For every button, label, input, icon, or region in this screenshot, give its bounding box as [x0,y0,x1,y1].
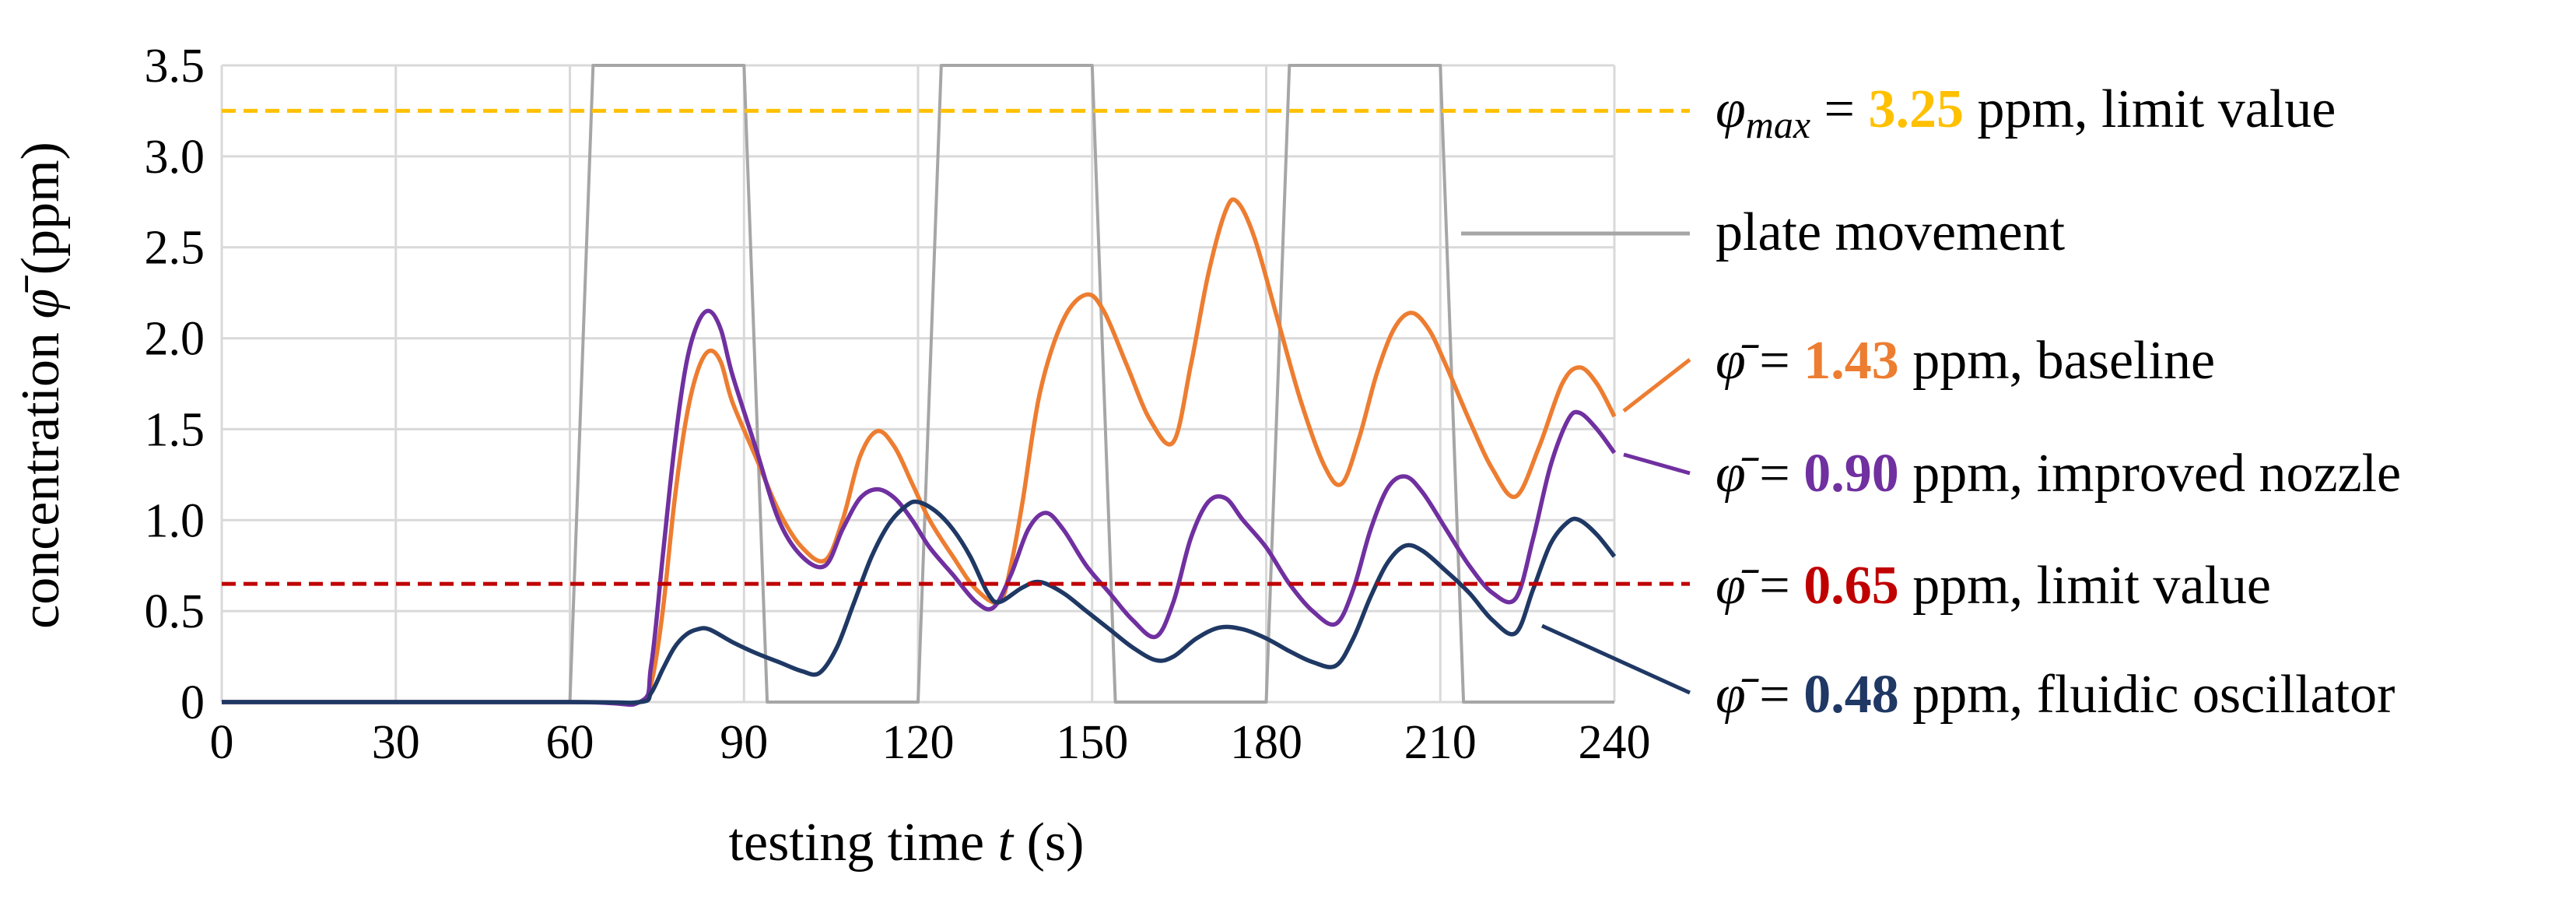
x-tick-label: 0 [210,716,234,769]
legend-fluidic: φ̄ = 0.48 ppm, fluidic oscillator [1716,665,2395,725]
x-tick-label: 180 [1230,716,1302,769]
legend-connectors [1461,231,1691,695]
series-plate-movement [222,64,1614,704]
x-tick-label: 60 [546,716,594,769]
x-tick-label: 120 [882,716,955,769]
y-tick-label: 0 [180,676,205,729]
legend-baseline: φ̄ = 1.43 ppm, baseline [1716,331,2215,391]
x-tick-label: 240 [1579,716,1651,769]
y-tick-label: 1.0 [145,494,205,547]
grid [220,64,1616,704]
x-tick-label: 90 [720,716,768,769]
y-tick-label: 1.5 [145,403,205,456]
legend-plate: plate movement [1716,202,2066,262]
x-tick-label: 30 [372,716,420,769]
y-tick-label: 3.0 [145,131,205,184]
legend-nozzle: φ̄ = 0.90 ppm, improved nozzle [1716,444,2401,504]
series-baseline [221,197,1617,706]
y-tick-label: 0.5 [145,585,205,638]
x-tick-label: 150 [1056,716,1128,769]
legend-line-fluidic [1540,623,1691,695]
legend-limit: φ̄ = 0.65 ppm, limit value [1716,556,2271,616]
series-improved-nozzle [221,308,1617,708]
y-tick-label: 3.5 [145,40,205,93]
y-tick-label: 2.5 [145,222,205,275]
legend-phimax: φmax = 3.25 ppm, limit value [1716,79,2336,146]
legend-line-baseline [1622,358,1691,413]
y-axis-title: concentration φ̄ (ppm) [11,142,71,629]
y-tick-label: 2.0 [145,313,205,366]
x-axis-title: testing time t (s) [729,813,1085,873]
legend: φmax = 3.25 ppm, limit value plate movem… [1716,79,2401,725]
ticks-layer: 0 30 60 90 120 150 180 210 240 0 0.5 1.0 1.5 2.0 2.5 3.… [145,40,1651,769]
x-tick-label: 210 [1404,716,1477,769]
series-layer [221,64,1690,708]
legend-line-nozzle [1623,452,1691,476]
